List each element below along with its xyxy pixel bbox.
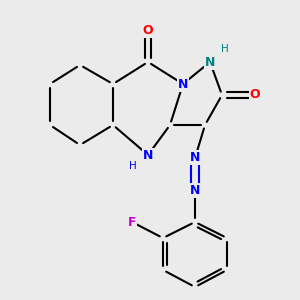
Text: N: N xyxy=(190,152,200,164)
Text: N: N xyxy=(205,56,215,68)
Text: N: N xyxy=(178,77,188,91)
Text: N: N xyxy=(143,148,153,161)
Text: H: H xyxy=(221,44,229,55)
Text: O: O xyxy=(250,88,260,101)
Text: H: H xyxy=(129,161,136,171)
Text: N: N xyxy=(190,184,200,196)
Text: F: F xyxy=(128,215,136,229)
Text: N: N xyxy=(143,148,153,161)
Text: O: O xyxy=(143,23,153,37)
